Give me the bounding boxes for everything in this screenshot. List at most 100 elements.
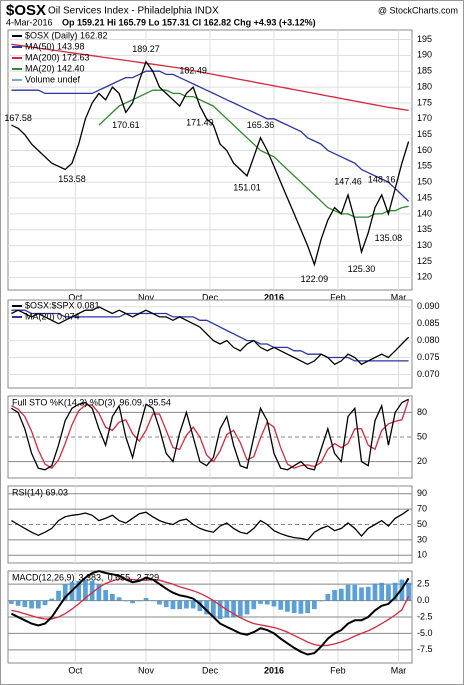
price-annotation: 125.30 <box>348 264 376 274</box>
y-tick-label: -5.0 <box>417 628 433 638</box>
series-line <box>11 398 409 471</box>
series-line <box>11 399 410 470</box>
histogram-bar <box>96 584 102 601</box>
x-tick-label: Nov <box>138 665 155 675</box>
y-tick-label: 195 <box>417 34 432 44</box>
histogram-bar <box>258 600 263 604</box>
series-line <box>11 60 410 267</box>
price-annotation: 171.49 <box>186 117 214 127</box>
x-tick-label: Nov <box>138 292 155 302</box>
histogram-bar <box>83 580 88 601</box>
histogram-bar <box>386 584 391 601</box>
histogram-bar <box>62 584 68 601</box>
histogram-bar <box>35 600 41 609</box>
y-tick-label: 165 <box>417 129 432 139</box>
histogram-bar <box>291 600 297 614</box>
price-annotation: 182.49 <box>179 66 207 76</box>
y-tick-label: 10 <box>417 550 427 560</box>
y-tick-label: 0.0 <box>417 595 430 605</box>
histogram-bar <box>29 600 34 609</box>
legend-text: MACD(12,26,9) <box>12 572 75 582</box>
y-tick-label: 150 <box>417 177 432 187</box>
histogram-bar <box>56 590 61 601</box>
histogram-bar <box>345 584 351 601</box>
histogram-bar <box>352 584 358 601</box>
legend-text: MA(20) 142.40 <box>25 63 85 73</box>
credit: @ StockCharts.com <box>378 5 458 15</box>
y-tick-label: 185 <box>417 66 432 76</box>
series-line <box>11 578 410 647</box>
y-tick-label: 0.080 <box>417 335 440 345</box>
legend-text: $OSX:$SPX 0.081 <box>25 300 100 310</box>
histogram-bar <box>298 600 304 614</box>
histogram-bar <box>177 600 183 610</box>
y-tick-label: 90 <box>417 488 427 498</box>
legend-text: 95.54 <box>148 397 171 407</box>
histogram-bar <box>325 594 331 601</box>
y-tick-label: 120 <box>417 272 432 282</box>
y-tick-label: 170 <box>417 113 432 123</box>
histogram-bar <box>231 600 236 617</box>
histogram-bar <box>22 600 28 608</box>
series-line <box>98 89 409 218</box>
x-tick-label: Dec <box>202 292 219 302</box>
y-tick-label: 70 <box>417 503 427 513</box>
histogram-bar <box>372 583 378 601</box>
date: 4-Mar-2016 <box>6 17 53 27</box>
y-tick-label: 190 <box>417 50 432 60</box>
series-line <box>11 43 409 112</box>
x-tick-label: 2016 <box>264 665 284 675</box>
x-tick-label: Feb <box>330 292 346 302</box>
legend-text: Full STO %K(14,3) %D(3) <box>12 397 115 407</box>
legend-text: MA(50) 143.98 <box>25 41 85 51</box>
price-annotation: 153.58 <box>58 174 86 184</box>
x-tick-label: Mar <box>391 292 407 302</box>
histogram-bar <box>244 600 250 615</box>
price-annotation: 147.46 <box>334 177 362 187</box>
x-tick-label: Dec <box>202 665 219 675</box>
histogram-bar <box>285 600 290 612</box>
price-annotation: 148.16 <box>368 174 396 184</box>
histogram-bar <box>204 600 209 615</box>
y-tick-label: 160 <box>417 145 432 155</box>
y-tick-label: -2.5 <box>417 611 433 621</box>
y-tick-label: 125 <box>417 256 432 266</box>
histogram-bar <box>332 590 337 601</box>
histogram-bar <box>251 600 257 610</box>
histogram-bar <box>42 600 48 606</box>
price-annotation: 135.08 <box>375 233 403 243</box>
price-annotation: 189.27 <box>132 44 160 54</box>
histogram-bar <box>89 580 95 601</box>
y-tick-label: 80 <box>417 407 427 417</box>
histogram-bar <box>123 600 129 602</box>
y-tick-label: 140 <box>417 208 432 218</box>
histogram-bar <box>271 600 277 607</box>
histogram-bar <box>312 600 317 610</box>
legend-text: Volume undef <box>25 74 81 84</box>
legend-text: 0.655, <box>108 572 133 582</box>
histogram-bar <box>197 600 203 612</box>
histogram-bar <box>217 600 223 619</box>
index-name: Oil Services Index - Philadelphia INDX <box>48 6 219 17</box>
y-tick-label: 50 <box>417 519 427 529</box>
histogram-bar <box>338 588 344 601</box>
histogram-bar <box>237 600 243 617</box>
histogram-bar <box>264 600 270 605</box>
histogram-bar <box>143 597 149 601</box>
y-tick-label: 30 <box>417 534 427 544</box>
series-line <box>11 70 410 202</box>
series-line <box>11 509 409 541</box>
histogram-bar <box>211 600 216 617</box>
price-annotation: 122.09 <box>301 274 329 284</box>
series-line <box>11 309 409 362</box>
y-tick-label: 180 <box>417 81 432 91</box>
histogram-bar <box>379 582 385 601</box>
x-tick-label: Oct <box>68 665 83 675</box>
histogram-bar <box>184 600 189 609</box>
histogram-bar <box>116 597 122 601</box>
histogram-bar <box>157 600 162 605</box>
x-tick-label: Feb <box>330 665 346 675</box>
histogram-bar <box>365 586 371 601</box>
histogram-bar <box>359 587 364 601</box>
